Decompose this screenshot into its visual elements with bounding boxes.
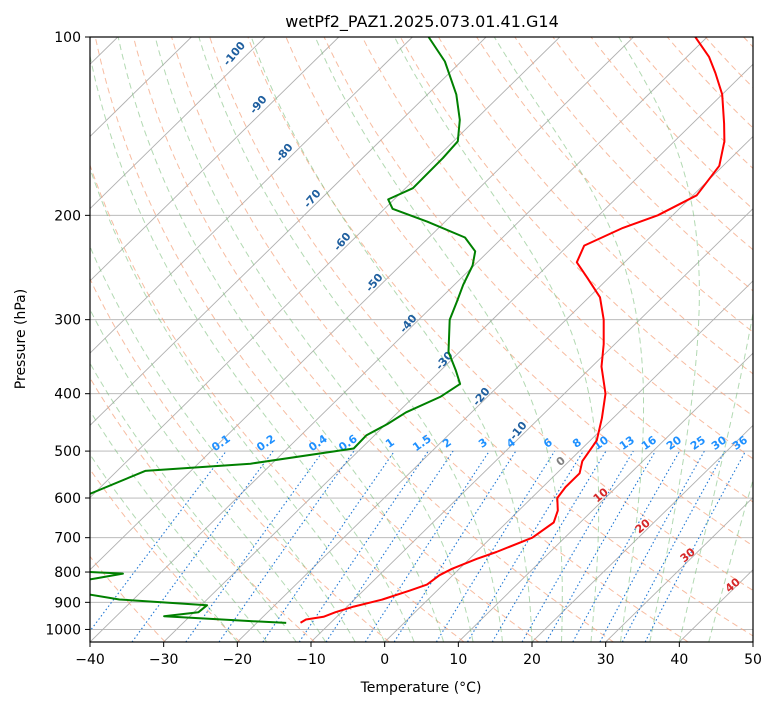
y-axis-label: Pressure (hPa) [13, 289, 29, 389]
y-tick-label: 400 [54, 387, 81, 403]
moist-adiabat [493, 37, 645, 642]
x-axis: −40 −30 −20 −10 0 10 20 30 40 50 [75, 642, 762, 668]
moist-adiabat [90, 245, 356, 642]
isotherm-line [310, 208, 753, 642]
y-tick-label: 600 [54, 491, 81, 507]
mixing-ratio-line [131, 450, 274, 642]
y-tick-label: 500 [54, 444, 81, 460]
dry-adiabat [90, 277, 390, 642]
isotherm-line [90, 37, 708, 642]
dry-adiabat [94, 37, 540, 642]
x-tick-label: −30 [149, 652, 179, 668]
moist-adiabat [708, 478, 753, 642]
isotherm-line [90, 37, 413, 354]
isotherm-line [384, 280, 753, 642]
mixing-ratio-line [572, 450, 681, 642]
moist-adiabat [198, 37, 503, 642]
isotherm-line [90, 37, 487, 426]
x-tick-label: 50 [744, 652, 762, 668]
moist-adiabat [678, 37, 753, 642]
isotherm-line [90, 37, 266, 210]
mixing-ratio-line [599, 450, 705, 642]
moist-adiabat [90, 53, 415, 642]
mixing-ratio-line [467, 450, 584, 642]
y-tick-label: 300 [54, 313, 81, 329]
isotherm-line [237, 135, 753, 642]
chart-title: wetPf2_PAZ1.2025.073.01.41.G14 [285, 12, 559, 32]
mixing-ratio-line [90, 450, 227, 632]
isotherm-line [90, 37, 634, 571]
isotherm-line [605, 496, 753, 642]
dry-adiabat [171, 37, 689, 642]
dry-adiabat [133, 37, 614, 642]
moist-adiabat [117, 37, 445, 642]
x-tick-label: −40 [75, 652, 105, 668]
mixing-ratio-lines [90, 450, 747, 642]
isotherm-line [531, 424, 753, 642]
mixing-ratio-line [325, 450, 454, 642]
x-tick-label: 0 [380, 652, 389, 668]
mixing-ratio-line [621, 450, 726, 642]
plot-frame [89, 36, 754, 643]
y-tick-label: 1000 [45, 622, 81, 638]
isotherm-line [90, 37, 340, 282]
x-tick-label: 10 [449, 652, 467, 668]
moist-adiabat [618, 37, 700, 642]
isotherm-line [163, 63, 753, 642]
moist-adiabat [250, 37, 533, 642]
profile-lines [90, 37, 726, 624]
temperature-line [299, 37, 726, 624]
y-tick-label: 700 [54, 531, 81, 547]
y-tick-label: 200 [54, 208, 81, 224]
x-tick-label: 30 [597, 652, 615, 668]
isotherm-line [458, 352, 753, 642]
dry-adiabat [90, 163, 465, 642]
x-tick-label: 20 [523, 652, 541, 668]
mixing-ratio-line [435, 450, 556, 642]
isotherm-lines [90, 37, 753, 642]
x-tick-label: 40 [670, 652, 688, 668]
x-tick-label: −10 [296, 652, 326, 668]
x-tick-label: −20 [223, 652, 253, 668]
moist-adiabat [90, 308, 327, 642]
moist-adiabat [90, 362, 297, 642]
y-axis: 100 200 300 400 500 600 700 800 900 1000 [45, 30, 90, 638]
moist-adiabat [154, 37, 474, 642]
dry-adiabats [90, 37, 753, 642]
y-tick-label: 800 [54, 565, 81, 581]
dewpoint-line [90, 37, 477, 624]
y-tick-label: 900 [54, 595, 81, 611]
plot-area: -100-90-80-70-60-50-40-30-20-100.1 0.2 0.4… [90, 37, 753, 642]
dry-adiabat [90, 376, 316, 642]
moist-adiabat [90, 453, 238, 642]
moist-adiabat [394, 37, 600, 642]
moist-adiabat [90, 409, 268, 642]
x-axis-label: Temperature (°C) [360, 680, 482, 696]
mixing-ratio-line [262, 450, 395, 642]
mixing-ratio-line [364, 450, 490, 642]
isotherm-line [90, 37, 561, 499]
mixing-ratio-line [393, 450, 517, 642]
y-tick-label: 100 [54, 30, 81, 46]
mixing-ratio-line [218, 450, 355, 642]
